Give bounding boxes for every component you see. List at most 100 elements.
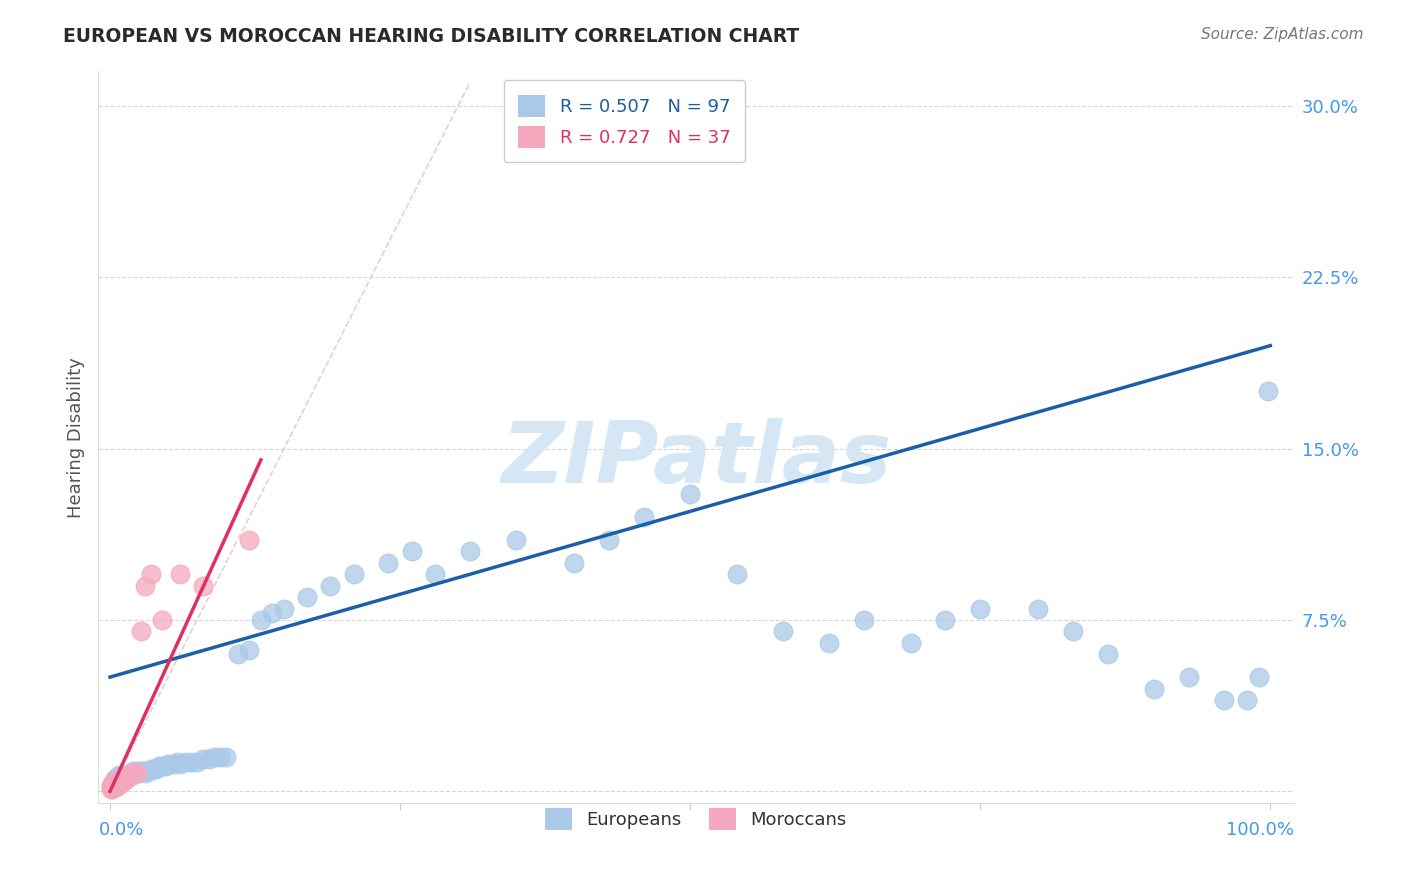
Point — [725, 567, 748, 582]
Point — [139, 762, 162, 776]
Point — [108, 775, 131, 789]
Point — [562, 556, 585, 570]
Point — [112, 772, 135, 787]
Point — [131, 764, 153, 778]
Point — [377, 556, 399, 570]
Point — [136, 764, 159, 778]
Point — [100, 778, 122, 792]
Point — [155, 759, 177, 773]
Point — [124, 766, 146, 780]
Point — [108, 772, 131, 787]
Point — [114, 772, 136, 787]
Point — [117, 768, 139, 782]
Point — [131, 624, 153, 639]
Point — [117, 771, 139, 785]
Point — [1236, 693, 1258, 707]
Point — [115, 771, 138, 785]
Point — [262, 606, 284, 620]
Point — [111, 772, 134, 787]
Point — [107, 771, 129, 785]
Point — [1247, 670, 1270, 684]
Point — [111, 775, 134, 789]
Point — [104, 775, 127, 789]
Point — [633, 510, 655, 524]
Point — [238, 533, 260, 547]
Point — [104, 778, 127, 792]
Point — [104, 772, 127, 787]
Point — [107, 772, 129, 787]
Point — [853, 613, 876, 627]
Point — [122, 766, 145, 780]
Point — [900, 636, 922, 650]
Point — [111, 771, 134, 785]
Point — [297, 590, 319, 604]
Point — [108, 772, 131, 787]
Point — [772, 624, 794, 639]
Point — [226, 647, 249, 661]
Point — [1178, 670, 1201, 684]
Point — [273, 601, 295, 615]
Point — [122, 768, 145, 782]
Point — [107, 778, 129, 792]
Point — [134, 766, 156, 780]
Point — [104, 775, 127, 789]
Text: 100.0%: 100.0% — [1226, 821, 1294, 839]
Point — [204, 750, 226, 764]
Point — [104, 775, 127, 789]
Point — [969, 601, 991, 615]
Point — [110, 771, 132, 785]
Point — [117, 768, 139, 782]
Point — [169, 567, 191, 582]
Point — [131, 764, 153, 778]
Point — [120, 768, 142, 782]
Point — [107, 775, 129, 789]
Point — [169, 756, 191, 771]
Point — [105, 771, 128, 785]
Point — [1212, 693, 1234, 707]
Point — [104, 778, 127, 792]
Point — [103, 772, 125, 787]
Point — [191, 579, 214, 593]
Point — [105, 772, 128, 787]
Point — [150, 759, 173, 773]
Point — [114, 771, 136, 785]
Point — [139, 567, 162, 582]
Point — [423, 567, 446, 582]
Point — [122, 764, 145, 778]
Point — [104, 780, 127, 794]
Point — [110, 775, 132, 789]
Text: 0.0%: 0.0% — [98, 821, 143, 839]
Point — [111, 775, 134, 789]
Point — [120, 766, 142, 780]
Point — [100, 780, 122, 794]
Point — [238, 642, 260, 657]
Point — [104, 771, 127, 785]
Point — [105, 772, 128, 787]
Text: ZIPatlas: ZIPatlas — [501, 417, 891, 500]
Point — [157, 756, 180, 771]
Point — [101, 780, 124, 794]
Point — [121, 766, 143, 780]
Point — [215, 750, 238, 764]
Point — [458, 544, 481, 558]
Point — [134, 579, 156, 593]
Point — [104, 772, 127, 787]
Point — [105, 778, 128, 792]
Point — [104, 780, 127, 794]
Point — [143, 762, 166, 776]
Point — [111, 772, 134, 787]
Point — [1097, 647, 1119, 661]
Point — [103, 778, 125, 792]
Point — [401, 544, 423, 558]
Point — [111, 772, 134, 787]
Point — [105, 778, 128, 792]
Point — [127, 764, 149, 778]
Point — [505, 533, 527, 547]
Point — [108, 778, 131, 792]
Point — [101, 782, 124, 797]
Point — [112, 771, 135, 785]
Point — [112, 768, 135, 782]
Y-axis label: Hearing Disability: Hearing Disability — [66, 357, 84, 517]
Point — [319, 579, 342, 593]
Point — [107, 772, 129, 787]
